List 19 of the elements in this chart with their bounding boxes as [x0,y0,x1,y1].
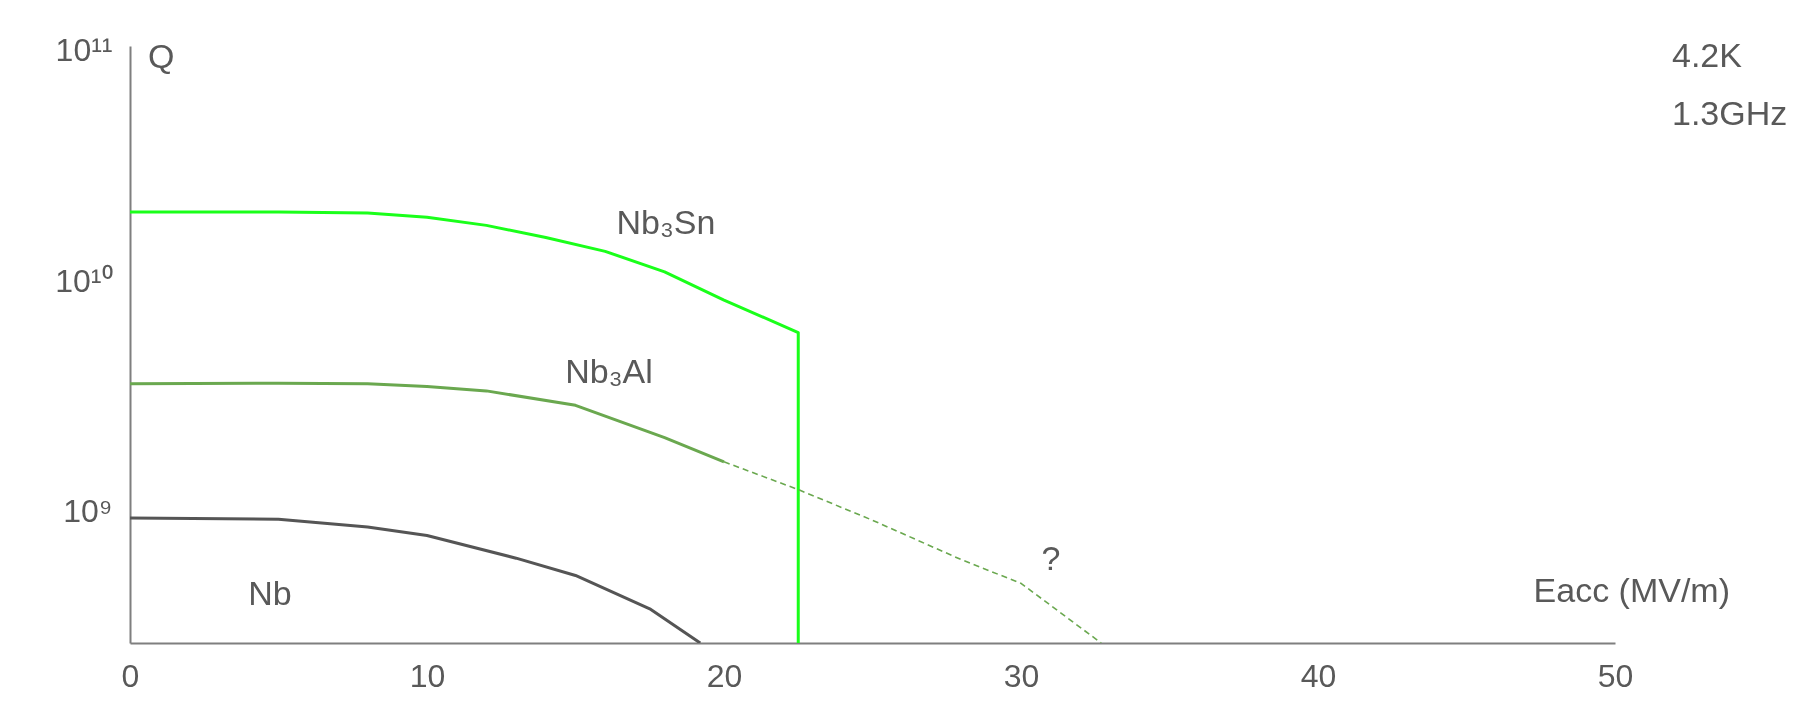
x-tick-label: 40 [1300,657,1337,694]
annotation: ? [1041,539,1061,577]
x-axis-title: Eacc (MV/m) [1533,571,1730,609]
x-tick-label: 20 [706,657,743,694]
series-label: Nb₃Sn [616,203,716,241]
x-tick-label: 50 [1597,657,1634,694]
series-label: Nb₃Al [565,352,653,390]
x-tick-label: 30 [1003,657,1040,694]
line-series [130,516,702,643]
y-tick-label: 10¹⁰ [55,262,113,299]
y-tick-label: 10⁹ [63,493,113,530]
text: 4.2K [1672,36,1743,74]
text: 1.3GHz [1672,94,1788,132]
y-tick-label: 10¹¹ [55,32,113,69]
y-axis-title: Q [148,37,175,75]
x-tick-label: 0 [121,657,140,694]
series-label: Nb [248,574,292,612]
line-series [130,210,800,643]
x-tick-label: 10 [409,657,446,694]
